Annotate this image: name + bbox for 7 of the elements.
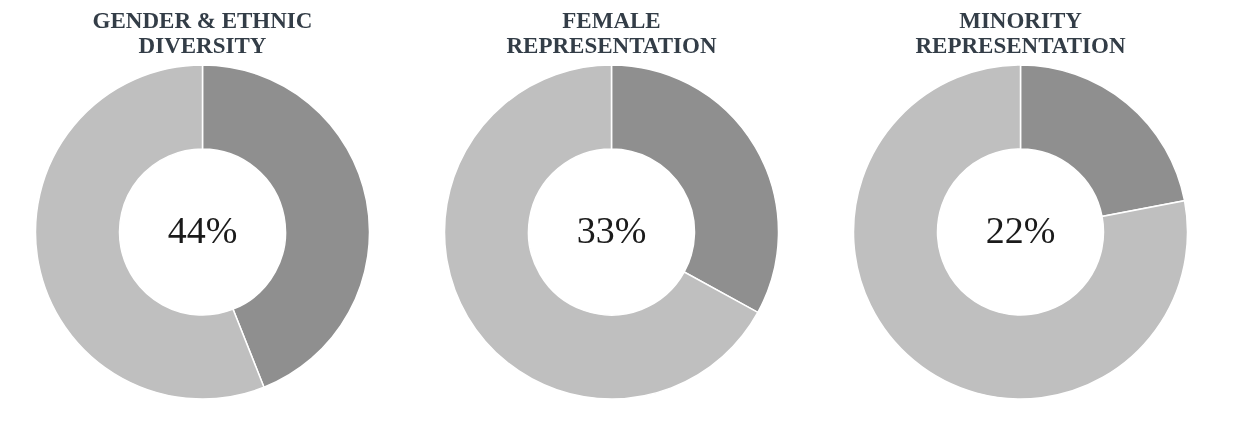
donut-slice: [852, 64, 1188, 400]
chart-title: GENDER & ETHNIC DIVERSITY: [92, 8, 313, 58]
text: 22%: [985, 209, 1056, 251]
chart-title: MINORITY REPRESENTATION: [915, 8, 1126, 58]
text: 33%: [576, 209, 647, 251]
text: 44%: [167, 209, 238, 251]
chart-title: FEMALE REPRESENTATION: [506, 8, 717, 58]
